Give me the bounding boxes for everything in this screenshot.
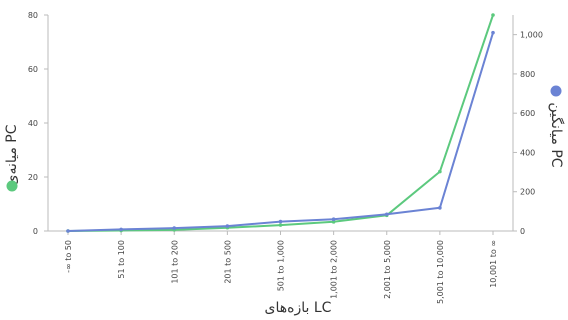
y-right-tick-label: 1,000: [520, 31, 543, 40]
x-tick-label: 501 to 1,000: [277, 240, 286, 291]
y-right-tick-label: 400: [520, 148, 535, 157]
data-point-median: [438, 169, 442, 174]
x-tick-label: 51 to 100: [117, 240, 126, 279]
y-axis-right-title: میانگین PC: [548, 102, 565, 167]
x-tick-label: 10,001 to ∞: [489, 240, 498, 288]
y-left-tick-label: 60: [28, 65, 38, 74]
data-point-median: [331, 220, 336, 224]
data-point-mean: [278, 219, 283, 224]
x-tick-label: 2,001 to 5,000: [383, 240, 392, 299]
y-right-tick-label: 800: [520, 70, 535, 79]
data-point-mean: [384, 212, 389, 217]
y-axis-left-legend-dot: [6, 180, 18, 192]
y-right-tick-label: 200: [520, 188, 535, 197]
y-axis-left-ticks: 0 20 40 60 80: [28, 11, 48, 236]
data-point-mean: [119, 227, 123, 232]
x-axis-ticks: -∞ to 50 51 to 100 101 to 200 201 to 500 501…: [64, 231, 498, 304]
series-line-median: [67, 14, 494, 232]
series-lines: [66, 13, 495, 233]
data-point-mean: [331, 217, 336, 222]
y-left-tick-label: 0: [33, 227, 38, 236]
y-right-tick-label: 0: [520, 227, 525, 236]
data-point-mean: [172, 226, 177, 230]
y-left-tick-label: 20: [28, 173, 38, 182]
x-tick-label: 5,001 to 10,000: [436, 240, 445, 304]
x-tick-label: 201 to 500: [223, 240, 232, 284]
y-right-tick-label: 600: [520, 109, 535, 118]
y-axis-right-ticks: 0 200 400 600 800 1,000: [513, 31, 543, 236]
data-point-mean: [438, 206, 442, 210]
data-point-mean: [66, 229, 70, 233]
x-tick-label: 101 to 200: [170, 240, 179, 284]
series-line-mean: [67, 32, 494, 232]
data-point-median: [491, 13, 495, 17]
y-axis-right-title-group: میانگین PC: [548, 102, 565, 167]
data-point-mean: [225, 224, 230, 228]
data-point-median: [278, 223, 283, 227]
x-tick-label: 1,001 to 2,000: [330, 240, 339, 299]
y-left-tick-label: 80: [28, 11, 38, 20]
y-axis-right-legend-dot: [550, 85, 562, 97]
data-point-mean: [491, 30, 495, 35]
x-axis-title: بازه‌های LC: [265, 300, 332, 316]
y-axis-left-title: میانه‌ی PC: [4, 124, 20, 185]
y-axis-left-title-group: میانه‌ی PC: [4, 124, 20, 185]
x-tick-label: -∞ to 50: [64, 240, 73, 273]
y-left-tick-label: 40: [28, 119, 38, 128]
